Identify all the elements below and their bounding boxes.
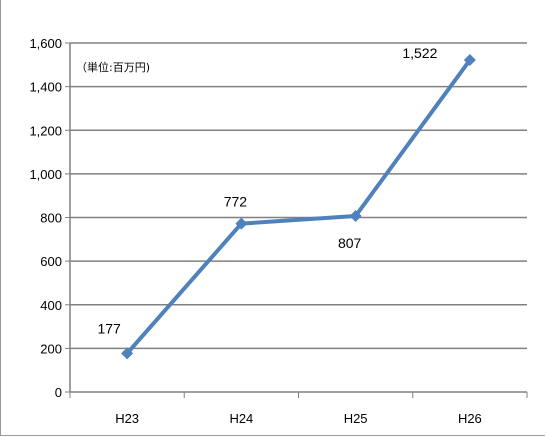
- x-tick-label: H24: [229, 411, 253, 426]
- y-tick-label: 1,600: [29, 36, 62, 51]
- y-tick-label: 1,400: [29, 80, 62, 95]
- data-point-marker: [349, 209, 362, 222]
- data-label: 177: [97, 320, 121, 336]
- data-label: 1,522: [402, 45, 437, 61]
- y-tick-label: 800: [40, 211, 62, 226]
- y-tick-label: 400: [40, 298, 62, 313]
- x-axis: H23 H24 H25 H26: [69, 43, 528, 426]
- y-tick-label: 0: [55, 385, 62, 400]
- gridlines: [70, 42, 527, 350]
- data-point-marker: [235, 217, 248, 230]
- y-tick-label: 1,200: [29, 123, 62, 138]
- x-tick-label: H25: [344, 411, 368, 426]
- x-tick-label: H26: [458, 411, 482, 426]
- data-label: 807: [338, 235, 362, 251]
- data-point-marker: [463, 54, 476, 67]
- data-point-marker: [121, 347, 134, 360]
- y-tick-label: 200: [40, 341, 62, 356]
- x-tick-label: H23: [115, 411, 139, 426]
- data-label: 772: [224, 194, 248, 210]
- data-labels: 177 772 807 1,522: [97, 45, 437, 336]
- y-tick-label: 1,000: [29, 167, 62, 182]
- series-line: [121, 54, 476, 360]
- y-tick-label: 600: [40, 254, 62, 269]
- series-line-path: [125, 58, 472, 355]
- unit-note: （単位:百万円): [76, 60, 150, 74]
- y-axis-tick-labels: 0 200 400 600 800 1,000 1,200 1,400 1,600: [29, 36, 70, 400]
